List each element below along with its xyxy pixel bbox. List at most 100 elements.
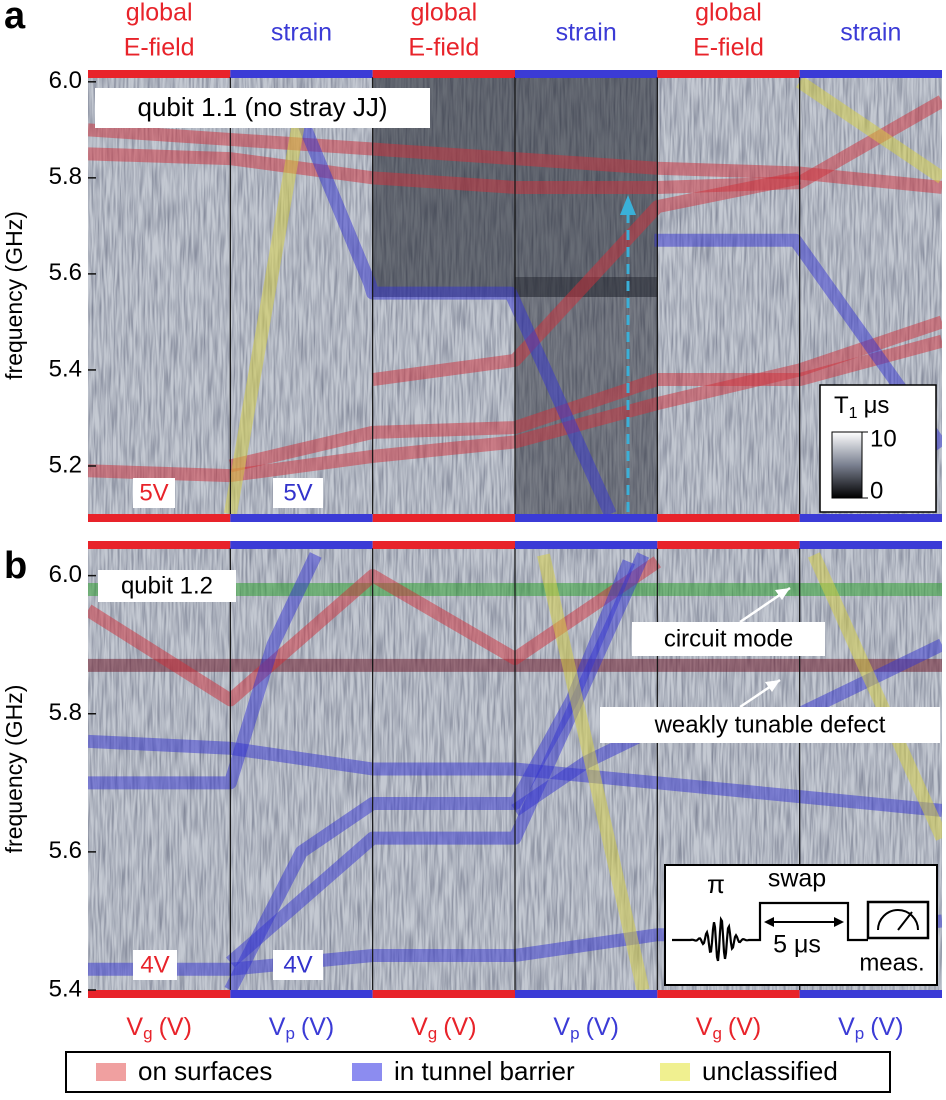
x-axis-label-unit: (V) [443, 1013, 476, 1041]
section-bar [372, 990, 515, 998]
defect-trace [228, 334, 942, 473]
x-axis-label: Vg (V) [126, 1013, 191, 1044]
section-bar [799, 70, 942, 78]
arrow-head [775, 588, 790, 600]
x-axis-label: Vp (V) [553, 1013, 618, 1044]
section-bar [515, 514, 658, 522]
dark-region [515, 277, 658, 514]
x-axis-label-sub: p [855, 1024, 864, 1043]
x-axis-label-unit: (V) [870, 1013, 903, 1041]
section-bar [88, 990, 231, 998]
annotation-box [632, 622, 825, 656]
panel-label: b [4, 545, 27, 587]
y-tick-label: 5.4 [49, 975, 82, 1002]
section-bar [88, 514, 231, 522]
inset-swap: swap [768, 865, 826, 893]
y-tick-label: 5.8 [49, 163, 82, 190]
section-bar [799, 541, 942, 549]
colorbar-tick-label: 10 [870, 425, 897, 452]
annotation-box [273, 478, 323, 508]
arrow-head [620, 195, 636, 215]
section-bar [515, 990, 658, 998]
legend-label: in tunnel barrier [394, 1056, 575, 1086]
annotation-box [600, 707, 940, 743]
defect-trace [88, 552, 322, 790]
section-bar [657, 70, 800, 78]
defect-trace [288, 98, 617, 514]
colorbar-gradient [831, 431, 863, 499]
annotation: qubit 1.1 (no stray JJ) [138, 92, 388, 122]
x-axis-label-unit: (V) [301, 1013, 334, 1041]
x-axis-label-sub: p [285, 1024, 294, 1043]
colorbar-title-sub: 1 [849, 405, 858, 422]
defect-trace [224, 559, 635, 990]
defect-trace [796, 77, 942, 184]
y-tick-label: 6.0 [49, 561, 82, 588]
legend-label: unclassified [702, 1056, 838, 1086]
section-bar [657, 514, 800, 522]
annotation: 5V [139, 479, 168, 506]
y-tick-label: 5.2 [49, 451, 82, 478]
section-bar [230, 70, 373, 78]
colorbar-title-symbol: T [834, 392, 849, 419]
annotation: qubit 1.2 [121, 572, 213, 599]
y-tick-label: 6.0 [49, 67, 82, 94]
x-axis-label: Vp (V) [269, 1013, 334, 1044]
section-bar [88, 70, 231, 78]
section-bar [799, 990, 942, 998]
section-bar [230, 541, 373, 549]
inset-wait: 5 μs [773, 931, 821, 959]
section-label: strain [840, 19, 901, 47]
section-label: strain [271, 19, 332, 47]
section-bar [657, 541, 800, 549]
defect-trace [371, 171, 801, 386]
y-axis-label: frequency (GHz) [1, 685, 27, 854]
defect-trace [537, 553, 650, 990]
colorbar-title: T1 μs [834, 392, 889, 422]
x-axis-label-sub: g [428, 1024, 437, 1043]
y-tick-label: 5.6 [49, 259, 82, 286]
x-axis-label-unit: (V) [586, 1013, 619, 1041]
legend-swatch [352, 1063, 382, 1081]
colorbar-tick-label: 0 [870, 477, 883, 504]
section-bar [372, 541, 515, 549]
inset-sequence [672, 901, 868, 962]
x-axis-label-unit: (V) [159, 1013, 192, 1041]
annotation: 4V [140, 951, 169, 978]
panel-label: a [4, 0, 26, 37]
x-axis-label-symbol: V [269, 1013, 286, 1041]
annotation: 4V [283, 951, 312, 978]
section-bar [799, 514, 942, 522]
legend-box [65, 1051, 891, 1093]
section-label: global [410, 0, 477, 27]
section-bar [372, 70, 515, 78]
section-label: E-field [124, 34, 195, 62]
arrow-head [765, 680, 780, 692]
inset-meter [866, 900, 930, 940]
arrow-head [764, 917, 844, 927]
annotation-box [133, 478, 175, 508]
annotation: circuit mode [664, 625, 793, 652]
defect-trace [807, 552, 942, 841]
section-label: global [695, 0, 762, 27]
section-bar [372, 514, 515, 522]
inset-measure: meas. [859, 949, 924, 976]
section-bar [230, 514, 373, 522]
x-axis-label: Vg (V) [411, 1013, 476, 1044]
section-label: E-field [408, 34, 479, 62]
section-label: E-field [693, 34, 764, 62]
x-axis-label-unit: (V) [728, 1013, 761, 1041]
y-tick-label: 5.6 [49, 837, 82, 864]
section-bar [515, 541, 658, 549]
colorbar-title-unit: μs [864, 392, 890, 419]
x-axis-label-sub: g [712, 1024, 721, 1043]
defect-trace [223, 104, 308, 514]
annotation: 5V [283, 479, 312, 506]
x-axis-label-symbol: V [411, 1013, 428, 1041]
x-axis-label: Vg (V) [696, 1013, 761, 1044]
inset-meter-dial [877, 909, 919, 931]
section-label: strain [556, 19, 617, 47]
section-bar [88, 541, 231, 549]
section-bar [230, 990, 373, 998]
